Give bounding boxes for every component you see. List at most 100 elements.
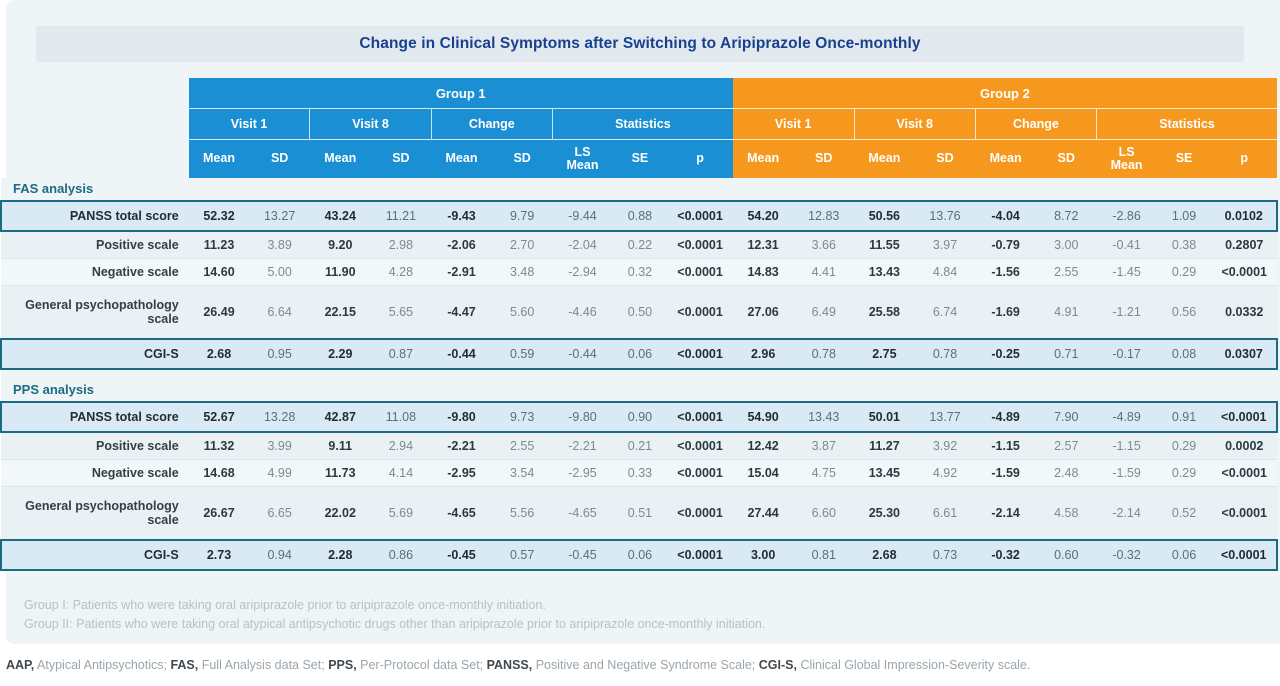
cell-g2-3: 0.78 [914,338,976,370]
cell-g2-4: -2.14 [975,486,1036,540]
cell-g1-2: 11.73 [309,459,371,487]
header-row-groups: Group 1 Group 2 [1,78,1277,109]
cell-g1-1: 6.64 [249,285,310,339]
header-g1-change-sd: SD [491,139,553,178]
cell-g2-3: 3.92 [914,431,976,460]
cell-g2-1: 12.83 [793,200,855,232]
header-g1-visit8: Visit 8 [309,108,432,140]
cell-g2-7: 0.52 [1156,486,1212,540]
header-g2-visit1: Visit 1 [732,108,855,140]
cell-g1-2: 22.02 [309,486,371,540]
abbreviations-line: AAP, Atypical Antipsychotics; FAS, Full … [6,658,1276,672]
cell-g2-2: 13.43 [854,258,915,286]
cell-g2-5: 2.55 [1035,258,1097,286]
cell-g1-2: 11.90 [309,258,371,286]
table-row: Negative scale 14.60 5.00 11.90 4.28 -2.91 3.4… [1,258,1277,286]
cell-g1-7: 0.33 [612,459,668,487]
cell-g1-3: 2.94 [370,431,432,460]
cell-g2-6: -0.32 [1096,539,1157,571]
cell-g2-3: 13.77 [914,401,976,433]
ls-mean-line-2: Mean [1110,158,1143,172]
cell-g1-1: 5.00 [249,258,310,286]
cell-g2-2: 2.75 [854,338,915,370]
cell-g1-6: -0.45 [552,539,613,571]
note-group-2: Group II: Patients who were taking oral … [24,617,766,632]
cell-g1-7: 0.21 [612,431,668,460]
cell-g1-6: -9.80 [552,401,613,433]
cell-g2-3: 0.73 [914,539,976,571]
cell-g2-7: 0.06 [1156,539,1212,571]
table-row: General psychopathology scale 26.67 6.65 22… [1,486,1277,540]
row-label: General psychopathology scale [1,486,189,540]
cell-g2-6: -2.14 [1096,486,1157,540]
header-g1-statistics: Statistics [551,108,733,140]
table-body: FAS analysis PANSS total score 52.32 13.27 4… [0,178,1278,571]
header-g2-visit8: Visit 8 [853,108,976,140]
row-label: PANSS total score [0,401,189,433]
cell-g2-3: 13.76 [914,200,976,232]
cell-g1-8: <0.0001 [667,230,733,259]
cell-g1-4: -0.45 [431,539,492,571]
cell-g2-4: -1.59 [975,459,1036,487]
group-definition-notes: Group I: Patients who were taking oral a… [6,586,1274,644]
cell-g2-7: 0.91 [1156,401,1212,433]
cell-g2-4: -4.89 [975,401,1036,433]
header-g2-se: SE [1156,139,1212,178]
table-row: Positive scale 11.23 3.89 9.20 2.98 -2.06 2.70… [1,230,1277,259]
cell-g2-8: 0.0102 [1211,200,1278,232]
cell-g1-2: 42.87 [309,401,371,433]
cell-g1-5: 5.60 [491,285,553,339]
cell-g1-5: 2.55 [491,431,553,460]
cell-g1-3: 11.21 [370,200,432,232]
cell-g2-0: 27.06 [732,285,794,339]
cell-g2-4: -1.69 [975,285,1036,339]
cell-g1-1: 0.94 [249,539,310,571]
abbrev-term: AAP, [6,658,35,672]
row-label: Negative scale [1,258,189,286]
section-header-row: PPS analysis [1,379,1277,402]
header-g1-visit1-mean: Mean [188,139,250,178]
row-label: General psychopathology scale [1,285,189,339]
cell-g1-2: 22.15 [309,285,371,339]
header-g2-change-sd: SD [1035,139,1097,178]
cell-g1-3: 5.69 [370,486,432,540]
cell-g2-2: 2.68 [854,539,915,571]
header-group-1: Group 1 [188,78,733,109]
abbrev-definition: Full Analysis data Set; [198,658,329,672]
cell-g1-4: -4.65 [431,486,492,540]
ls-mean-line-1: LS [1118,144,1135,159]
abbrev-definition: Positive and Negative Syndrome Scale; [532,658,759,672]
header-g2-visit8-sd: SD [914,139,976,178]
cell-g1-8: <0.0001 [667,401,733,433]
cell-g1-2: 43.24 [309,200,371,232]
cell-g2-6: -4.89 [1096,401,1157,433]
header-g2-change-mean: Mean [975,139,1036,178]
cell-g2-0: 54.20 [732,200,794,232]
cell-g2-4: -1.15 [975,431,1036,460]
cell-g2-5: 2.48 [1035,459,1097,487]
abbrev-term: CGI-S, [758,658,797,672]
cell-g2-8: <0.0001 [1211,486,1277,540]
cell-g1-4: -2.06 [431,230,492,259]
cell-g1-4: -2.95 [431,459,492,487]
cell-g2-4: -0.79 [975,230,1036,259]
cell-g2-8: 0.0002 [1211,431,1277,460]
header-g1-change-mean: Mean [431,139,492,178]
cell-g2-0: 15.04 [732,459,794,487]
cell-g1-5: 3.48 [491,258,553,286]
cell-g2-1: 6.60 [793,486,855,540]
cell-g1-4: -4.47 [431,285,492,339]
header-columns-blank [1,140,189,179]
cell-g1-1: 0.95 [249,338,310,370]
cell-g1-3: 4.28 [370,258,432,286]
row-label: PANSS total score [0,200,189,232]
table-row: PANSS total score 52.67 13.28 42.87 11.08 -9.… [0,401,1278,433]
cell-g2-2: 25.30 [854,486,915,540]
cell-g2-1: 13.43 [793,401,855,433]
cell-g2-0: 12.42 [732,431,794,460]
cell-g1-7: 0.50 [612,285,668,339]
cell-g2-6: -1.59 [1096,459,1157,487]
cell-g2-7: 0.29 [1156,459,1212,487]
row-label: CGI-S [0,539,189,571]
